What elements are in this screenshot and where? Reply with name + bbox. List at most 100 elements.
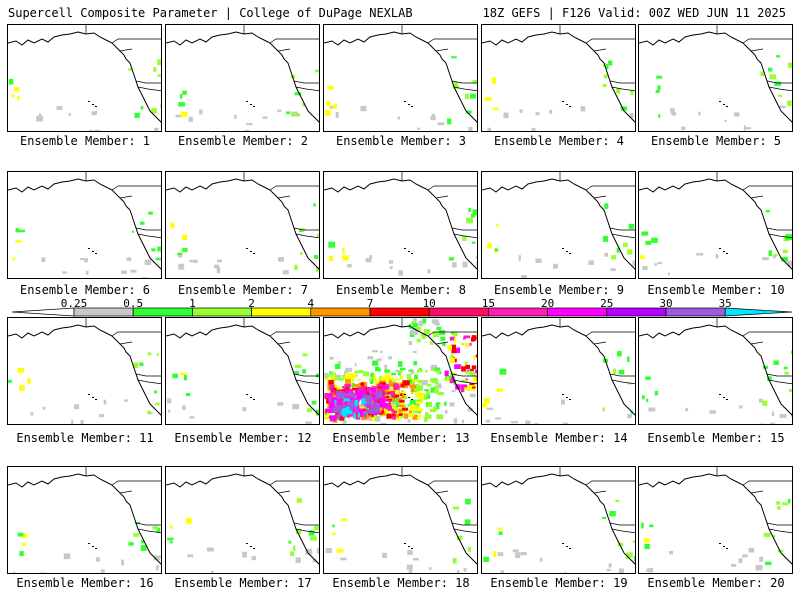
map-image xyxy=(482,25,635,131)
coastline xyxy=(639,178,792,270)
hawaii-island xyxy=(726,253,728,254)
hawaii-island xyxy=(569,106,571,107)
hawaii-island xyxy=(92,397,94,398)
hawaii-island xyxy=(411,253,413,254)
hawaii-island xyxy=(88,248,90,249)
ensemble-member-label: Ensemble Member: 11 xyxy=(16,431,154,445)
color-scale-bar xyxy=(12,307,792,317)
political-borders xyxy=(243,25,319,92)
map-image xyxy=(166,318,319,424)
map-image xyxy=(166,25,319,131)
political-borders xyxy=(401,318,477,385)
colorbar-segment xyxy=(428,307,489,317)
map-image xyxy=(639,318,792,424)
map-image xyxy=(324,25,477,131)
ensemble-map-panel xyxy=(165,466,320,574)
colorbar-segment xyxy=(488,307,548,317)
ensemble-map-panel xyxy=(323,24,478,132)
hawaii-island xyxy=(562,394,564,395)
hawaii-island xyxy=(250,251,252,252)
hawaii-island xyxy=(92,104,94,105)
map-image xyxy=(324,467,477,573)
ensemble-member-label: Ensemble Member: 1 xyxy=(19,134,151,148)
map-image xyxy=(639,467,792,573)
map-image xyxy=(324,172,477,276)
hawaii-island xyxy=(92,251,94,252)
colorbar-tick-label: 2 xyxy=(248,297,255,310)
hawaii-island xyxy=(408,251,410,252)
ensemble-map-panel xyxy=(638,466,793,574)
political-borders xyxy=(85,25,161,92)
political-borders xyxy=(559,25,635,92)
ensemble-map-panel xyxy=(638,317,793,425)
ensemble-map-panel xyxy=(638,24,793,132)
hawaii-island xyxy=(723,546,725,547)
ensemble-member-label: Ensemble Member: 4 xyxy=(493,134,625,148)
coastline xyxy=(324,31,477,123)
ensemble-map-panel xyxy=(165,24,320,132)
hawaii-island xyxy=(719,543,721,544)
coastline xyxy=(166,324,319,416)
coastline xyxy=(482,324,635,416)
political-borders xyxy=(559,172,635,239)
hawaii-island xyxy=(88,543,90,544)
political-borders xyxy=(716,318,792,385)
ensemble-member-label: Ensemble Member: 6 xyxy=(19,283,151,297)
hawaii-island xyxy=(723,251,725,252)
political-borders xyxy=(243,172,319,239)
political-borders xyxy=(85,467,161,534)
hawaii-island xyxy=(566,397,568,398)
political-borders xyxy=(85,318,161,385)
hawaii-island xyxy=(404,394,406,395)
political-borders xyxy=(716,172,792,239)
hawaii-island xyxy=(719,101,721,102)
colorbar-tick-label: 20 xyxy=(540,297,555,310)
colorbar-tick-label: 15 xyxy=(481,297,496,310)
hawaii-island xyxy=(246,101,248,102)
ensemble-map-panel xyxy=(165,171,320,279)
hawaii-island xyxy=(726,106,728,107)
map-image xyxy=(482,172,635,278)
colorbar-tick-label: 35 xyxy=(718,297,732,310)
hawaii-island xyxy=(719,394,721,395)
political-borders xyxy=(716,25,792,92)
coastline xyxy=(482,178,635,270)
colorbar-segment xyxy=(251,307,312,317)
ensemble-member-label: Ensemble Member: 3 xyxy=(335,134,467,148)
hawaii-island xyxy=(250,397,252,398)
political-borders xyxy=(401,172,477,239)
colorbar-segment xyxy=(547,307,608,317)
colorbar-tick-label: 1 xyxy=(189,297,196,310)
hawaii-island xyxy=(566,251,568,252)
hawaii-island xyxy=(404,101,406,102)
colorbar-segment xyxy=(606,307,667,317)
coastline xyxy=(482,31,635,123)
ensemble-member-label: Ensemble Member: 2 xyxy=(177,134,309,148)
ensemble-map-panel xyxy=(323,317,478,425)
hawaii-island xyxy=(411,399,413,400)
hawaii-island xyxy=(250,104,252,105)
colorbar-segment xyxy=(369,307,430,317)
ensemble-map-panel xyxy=(165,317,320,425)
coastline xyxy=(324,178,477,270)
ensemble-map-panel xyxy=(7,24,162,132)
hawaii-island xyxy=(404,248,406,249)
ensemble-map-panel xyxy=(7,317,162,425)
colorbar-right-arrow xyxy=(724,307,792,317)
coastline xyxy=(8,31,161,123)
coastline xyxy=(166,473,319,565)
ensemble-member-label: Ensemble Member: 17 xyxy=(174,576,312,590)
map-title: Supercell Composite Parameter | College … xyxy=(8,6,413,20)
hawaii-island xyxy=(253,548,255,549)
map-image xyxy=(166,172,319,275)
colorbar-segment xyxy=(665,307,726,317)
hawaii-island xyxy=(253,399,255,400)
hawaii-island xyxy=(569,399,571,400)
ensemble-map-panel xyxy=(481,317,636,425)
map-image xyxy=(324,318,477,424)
hawaii-island xyxy=(95,106,97,107)
ensemble-member-label: Ensemble Member: 18 xyxy=(332,576,470,590)
hawaii-island xyxy=(723,104,725,105)
map-image xyxy=(8,25,161,131)
hawaii-island xyxy=(246,394,248,395)
